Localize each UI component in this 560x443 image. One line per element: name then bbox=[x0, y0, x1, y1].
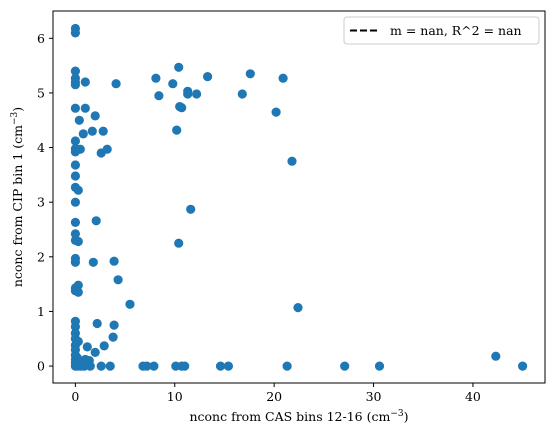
y-ticks: 0 1 2 3 4 5 6 bbox=[37, 31, 53, 374]
data-point bbox=[88, 257, 98, 267]
data-point bbox=[73, 236, 83, 247]
data-point bbox=[80, 77, 90, 87]
data-point bbox=[245, 69, 255, 79]
data-point bbox=[186, 204, 196, 214]
y-axis-label: nconc from CIP bin 1 (cm−3) bbox=[10, 107, 25, 287]
x-tick-label: 0 bbox=[71, 389, 79, 404]
data-point bbox=[168, 79, 178, 89]
data-point bbox=[172, 125, 182, 135]
data-point bbox=[70, 136, 80, 146]
data-point bbox=[70, 66, 80, 76]
data-point bbox=[90, 111, 100, 121]
data-point bbox=[174, 238, 184, 248]
data-point bbox=[96, 361, 106, 371]
data-point bbox=[98, 126, 108, 136]
data-point bbox=[491, 351, 501, 361]
data-point bbox=[105, 361, 115, 371]
data-point bbox=[154, 91, 164, 101]
data-point bbox=[70, 229, 80, 239]
data-point bbox=[287, 156, 297, 166]
data-point bbox=[70, 103, 80, 113]
data-point bbox=[237, 89, 247, 99]
points-layer bbox=[70, 23, 528, 371]
y-tick-label: 3 bbox=[37, 195, 45, 210]
data-point bbox=[92, 318, 102, 329]
data-point bbox=[125, 299, 135, 309]
data-point bbox=[87, 126, 97, 136]
data-point bbox=[82, 342, 92, 352]
data-point bbox=[91, 216, 101, 226]
data-point bbox=[73, 280, 83, 290]
data-point bbox=[518, 361, 528, 371]
data-point bbox=[73, 287, 83, 297]
data-point bbox=[111, 79, 121, 89]
legend: m = nan, R^2 = nan bbox=[343, 16, 540, 45]
y-tick-label: 1 bbox=[37, 304, 45, 319]
data-point bbox=[174, 62, 184, 72]
data-point bbox=[75, 144, 85, 154]
data-point bbox=[109, 256, 119, 266]
data-point bbox=[70, 257, 80, 267]
data-point bbox=[70, 160, 80, 170]
legend-label: m = nan, R^2 = nan bbox=[390, 23, 522, 38]
y-tick-label: 6 bbox=[37, 31, 45, 46]
data-point bbox=[73, 336, 83, 347]
data-point bbox=[99, 341, 109, 351]
plot-frame bbox=[52, 10, 546, 384]
data-point bbox=[142, 361, 152, 371]
data-point bbox=[78, 129, 88, 139]
data-point bbox=[293, 303, 303, 313]
data-point bbox=[80, 103, 90, 113]
legend-box bbox=[343, 16, 540, 45]
data-point bbox=[113, 275, 123, 285]
data-point bbox=[70, 197, 80, 207]
data-point bbox=[73, 185, 83, 195]
data-point bbox=[109, 320, 119, 330]
data-point bbox=[177, 103, 187, 113]
y-tick-label: 2 bbox=[37, 249, 45, 264]
x-axis-label: nconc from CAS bins 12-16 (cm−3) bbox=[189, 409, 408, 424]
data-point bbox=[180, 361, 190, 371]
data-point bbox=[149, 361, 159, 371]
data-point bbox=[108, 332, 118, 342]
data-point bbox=[215, 361, 226, 371]
x-tick-label: 30 bbox=[366, 389, 382, 404]
data-point bbox=[374, 361, 385, 371]
x-tick-label: 40 bbox=[465, 389, 481, 404]
data-point bbox=[74, 115, 84, 125]
data-point bbox=[151, 73, 161, 83]
y-tick-label: 4 bbox=[37, 140, 45, 155]
data-point bbox=[70, 80, 80, 90]
data-point bbox=[70, 322, 80, 332]
data-point bbox=[223, 361, 233, 371]
x-ticks: 0 10 20 30 40 bbox=[71, 383, 481, 404]
data-point bbox=[271, 107, 281, 117]
x-tick-label: 20 bbox=[266, 389, 282, 404]
x-tick-label: 10 bbox=[167, 389, 183, 404]
data-point bbox=[102, 144, 112, 154]
data-point bbox=[203, 72, 213, 82]
data-point bbox=[282, 361, 292, 371]
y-tick-label: 0 bbox=[37, 359, 45, 374]
data-point bbox=[278, 73, 288, 83]
y-tick-label: 5 bbox=[37, 85, 45, 100]
data-point bbox=[70, 171, 80, 181]
data-point bbox=[340, 361, 350, 371]
data-point bbox=[183, 89, 193, 99]
data-point bbox=[192, 89, 202, 99]
data-point bbox=[85, 361, 95, 371]
data-point bbox=[70, 28, 80, 38]
data-point bbox=[70, 217, 80, 227]
data-point bbox=[90, 347, 100, 357]
